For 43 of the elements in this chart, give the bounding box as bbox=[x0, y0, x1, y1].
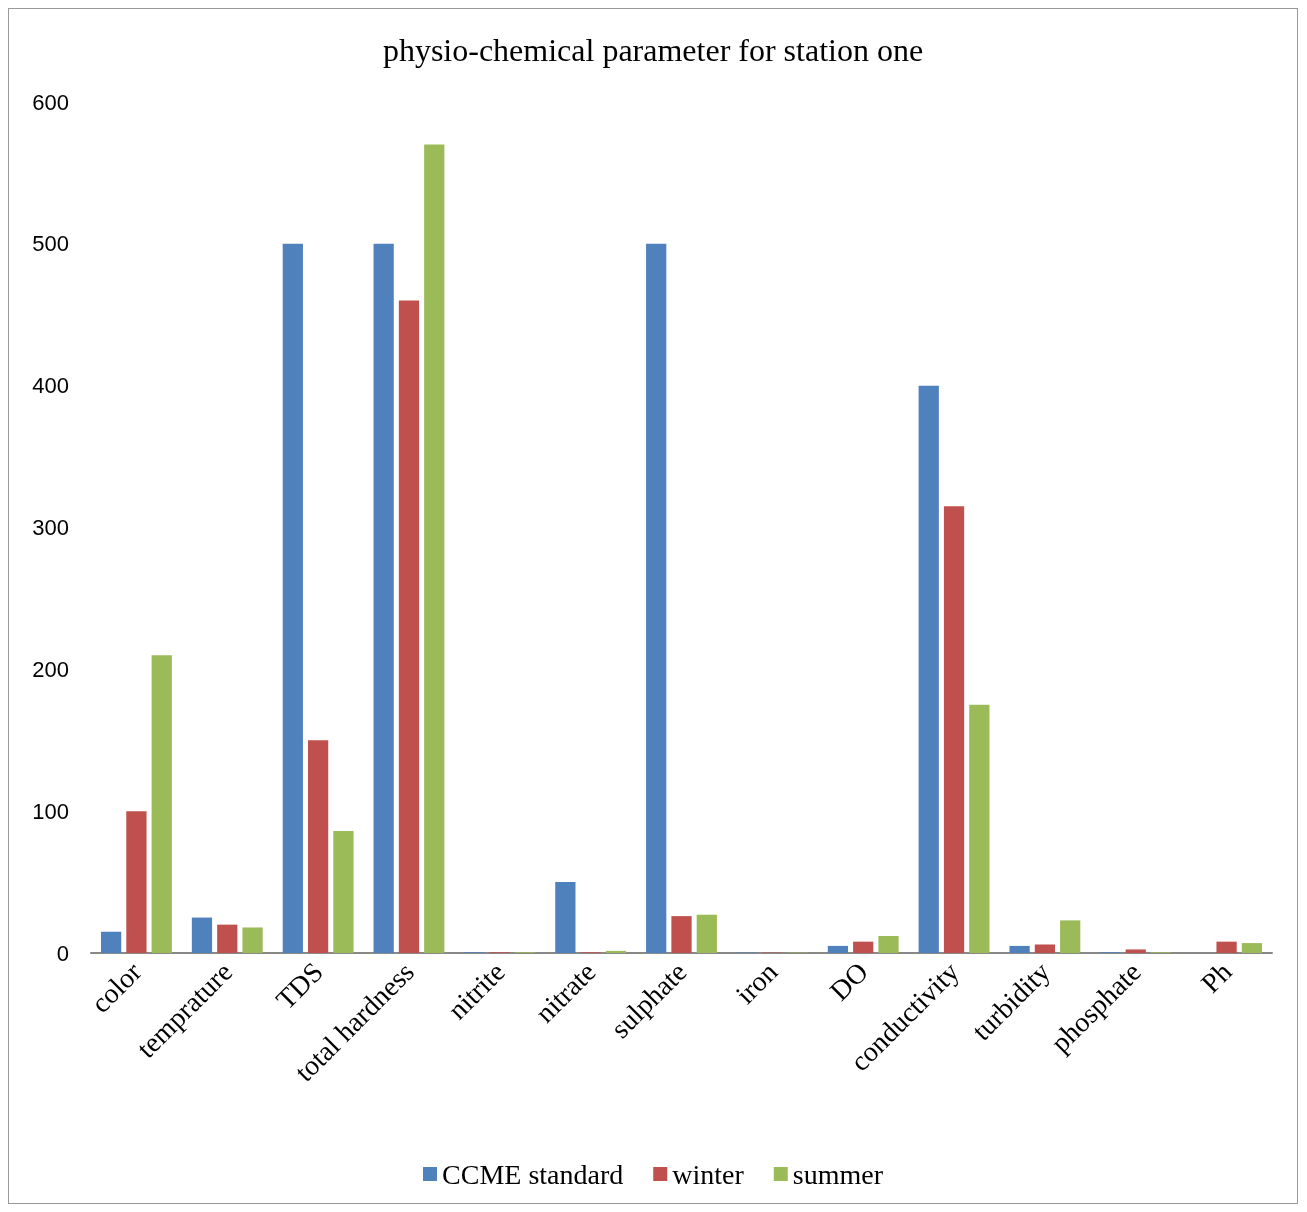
bar bbox=[671, 916, 692, 953]
x-tick-label: iron bbox=[729, 956, 784, 1010]
bar bbox=[191, 917, 213, 953]
y-tick-label: 500 bbox=[32, 231, 69, 257]
bar bbox=[217, 924, 238, 953]
bar bbox=[1241, 943, 1263, 953]
bar bbox=[1009, 945, 1030, 953]
bar bbox=[398, 300, 420, 953]
bar bbox=[555, 882, 576, 953]
bar bbox=[424, 144, 445, 953]
chart-title: physio-chemical parameter for station one bbox=[382, 32, 924, 68]
bar bbox=[853, 941, 874, 953]
bar bbox=[373, 243, 394, 953]
x-tick-label: TDS bbox=[269, 956, 330, 1016]
bar bbox=[943, 506, 965, 953]
legend-label: winter bbox=[672, 1158, 745, 1190]
y-tick-label: 200 bbox=[32, 656, 69, 682]
bar bbox=[878, 935, 899, 953]
bar bbox=[1125, 949, 1146, 953]
y-tick-label: 100 bbox=[32, 798, 69, 824]
bar bbox=[100, 931, 122, 953]
y-tick-label: 600 bbox=[32, 89, 69, 115]
bar bbox=[282, 243, 303, 953]
y-tick-label: 400 bbox=[32, 373, 69, 399]
bar bbox=[307, 740, 329, 953]
bar bbox=[333, 831, 354, 953]
bar bbox=[1034, 944, 1056, 953]
x-tick-label: Ph bbox=[1194, 956, 1238, 999]
bar bbox=[969, 704, 990, 953]
legend-label: CCME standard bbox=[442, 1158, 624, 1190]
bar bbox=[1060, 920, 1081, 953]
y-tick-label: 300 bbox=[32, 515, 69, 540]
bar bbox=[696, 914, 717, 953]
bar bbox=[126, 811, 147, 953]
y-tick-label: 0 bbox=[56, 940, 69, 966]
bar bbox=[151, 655, 172, 953]
bar bbox=[1216, 941, 1237, 953]
bar bbox=[918, 385, 939, 953]
bar bbox=[242, 927, 263, 953]
bar bbox=[605, 950, 627, 953]
bar bbox=[827, 945, 849, 953]
legend-label: summer bbox=[792, 1158, 884, 1190]
bar bbox=[646, 243, 667, 953]
